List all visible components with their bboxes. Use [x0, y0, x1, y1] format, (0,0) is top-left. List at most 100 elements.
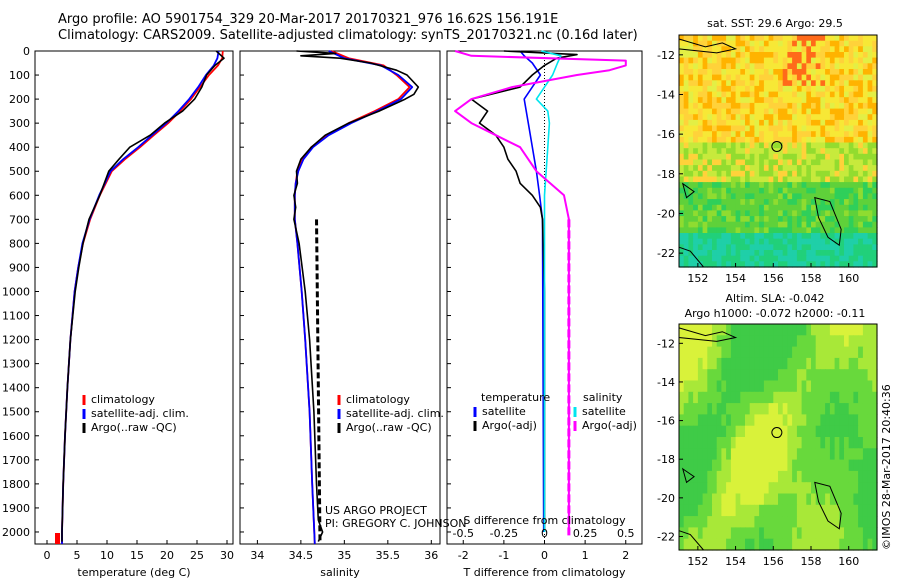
map-cell [782, 165, 788, 172]
map-cell [834, 85, 840, 93]
map-cell [782, 46, 788, 53]
map-cell [796, 52, 803, 59]
map-cell [787, 176, 793, 183]
map-cell [867, 261, 873, 268]
map-cell [825, 80, 831, 87]
map-cell [768, 187, 774, 195]
map-cell [834, 238, 840, 245]
map-cell [730, 403, 737, 415]
map-cell [745, 538, 751, 551]
map-cell [693, 210, 699, 217]
map-cell [702, 233, 708, 240]
map-cell [730, 57, 737, 64]
map-cell [844, 142, 850, 149]
map-cell [730, 227, 737, 234]
map-cell [745, 108, 751, 115]
map-cell [716, 380, 722, 393]
map-cell [721, 459, 727, 472]
map-cell [782, 108, 788, 115]
map-cell [726, 114, 732, 121]
sal-legend-entry: Argo(..raw -QC) [346, 421, 432, 434]
map-cell [839, 380, 845, 393]
map-cell [740, 131, 746, 138]
coastline-reef [814, 196, 842, 247]
map-cell [862, 40, 869, 47]
map-cell [759, 335, 765, 348]
map-cell [697, 357, 704, 370]
credit-project: US ARGO PROJECT [325, 504, 427, 517]
map-cell [825, 255, 831, 262]
map-cell [773, 357, 779, 370]
map-cell [787, 131, 793, 138]
map-cell [735, 233, 741, 240]
map-cell [787, 482, 793, 495]
map-cell [716, 403, 722, 415]
map-cell [721, 244, 727, 251]
map-cell [745, 470, 751, 483]
map-cell [745, 527, 751, 540]
map-cell [759, 142, 765, 149]
map-cell [721, 91, 727, 98]
map-cell [745, 46, 751, 53]
map-cell [792, 176, 798, 183]
map-cell [759, 403, 765, 415]
map-cell [848, 204, 854, 212]
map-cell [768, 142, 774, 149]
map-cell [787, 261, 793, 268]
map-cell [688, 52, 694, 59]
map-cell [745, 516, 751, 528]
map-cell [735, 148, 741, 155]
map-cell [862, 335, 869, 348]
map-cell [730, 244, 737, 251]
map-cell [778, 369, 784, 382]
map-cell [763, 437, 770, 449]
map-cell [740, 391, 746, 404]
map-cell [688, 204, 694, 212]
map-cell [740, 369, 746, 382]
map-cell [754, 136, 760, 144]
map-cell [778, 527, 784, 540]
map-cell [679, 108, 685, 115]
map-cell [853, 193, 859, 200]
map-cell [848, 153, 854, 161]
map-cell [688, 459, 694, 472]
map-cell [834, 176, 840, 183]
map-cell [726, 193, 732, 200]
map-cell [853, 227, 859, 234]
map-cell [768, 221, 774, 228]
map-cell [683, 165, 689, 172]
map-cell [858, 470, 864, 483]
map-cell [697, 153, 704, 161]
map-cell [801, 538, 807, 551]
map-cell [825, 250, 831, 257]
map-cell [815, 324, 821, 336]
map-cell [702, 448, 708, 461]
map-cell [702, 357, 708, 370]
map-cell [778, 233, 784, 240]
map-cell [844, 35, 850, 42]
map-cell [749, 380, 755, 393]
map-cell [740, 46, 746, 53]
map-cell [811, 346, 817, 359]
map-cell [853, 233, 859, 240]
argo-location-marker [771, 140, 783, 152]
map-cell [811, 80, 817, 87]
map-y-tick-label: -14 [657, 376, 675, 389]
map-cell [844, 448, 850, 461]
map-cell [853, 63, 859, 70]
map-cell [801, 335, 807, 348]
map-cell [782, 193, 788, 200]
map-cell [815, 244, 821, 251]
map-cell [712, 346, 718, 359]
map-cell [707, 170, 713, 178]
map-cell [683, 335, 689, 348]
map-cell [745, 448, 751, 461]
map-cell [735, 493, 741, 506]
map-cell [683, 74, 689, 81]
map-cell [825, 425, 831, 438]
map-cell [749, 159, 755, 166]
map-cell [688, 210, 694, 217]
map-cell [834, 97, 840, 104]
map-cell [730, 437, 737, 449]
map-cell [688, 85, 694, 93]
